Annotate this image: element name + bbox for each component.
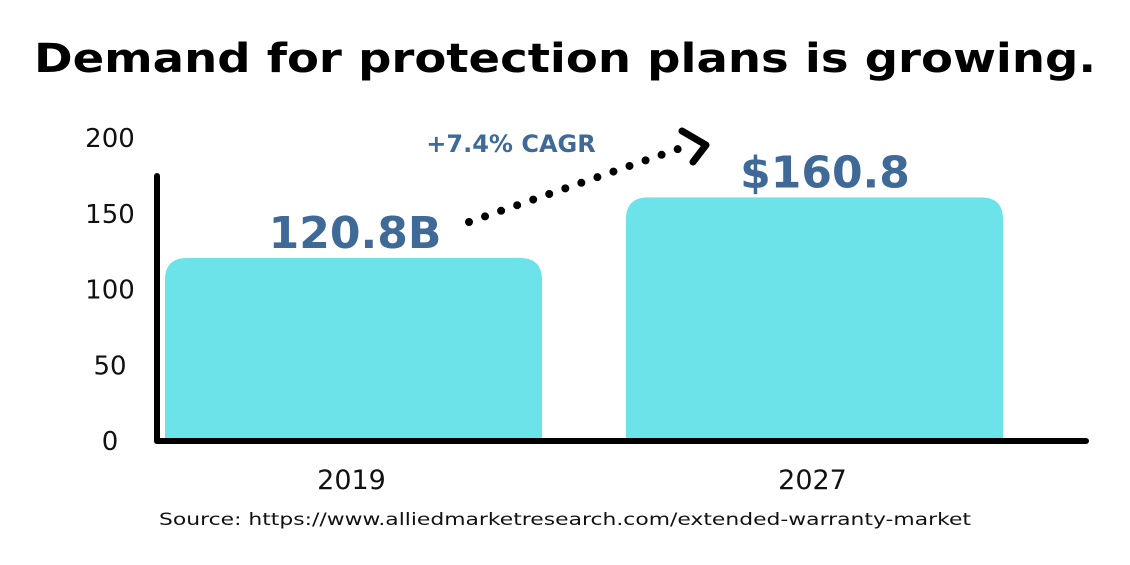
x-tick-label: 2019 [317, 465, 386, 496]
data-label: 120.8B [269, 208, 442, 259]
bars [165, 197, 1003, 441]
y-tick-label: 0 [102, 427, 119, 457]
trend-arrow-dots [465, 144, 685, 226]
y-tick-label: 100 [85, 276, 135, 306]
y-tick-label: 50 [93, 351, 126, 381]
source-note: Source: https://www.alliedmarketresearch… [159, 510, 971, 530]
y-tick-label: 200 [85, 124, 135, 154]
bar-2019 [165, 257, 542, 441]
bar-2027 [626, 197, 1003, 441]
data-label: $160.8 [740, 147, 910, 198]
y-tick-label: 150 [85, 200, 135, 230]
x-tick-label: 2027 [778, 465, 847, 496]
data-labels: 120.8B $160.8 [269, 147, 910, 259]
arrow-head-icon [678, 127, 710, 166]
y-axis-ticks: 0 50 100 150 200 [85, 124, 135, 457]
cagr-annotation: +7.4% CAGR [426, 130, 595, 158]
x-axis-ticks: 2019 2027 [317, 465, 847, 496]
chart-title: Demand for protection plans is growing. [34, 36, 1096, 82]
